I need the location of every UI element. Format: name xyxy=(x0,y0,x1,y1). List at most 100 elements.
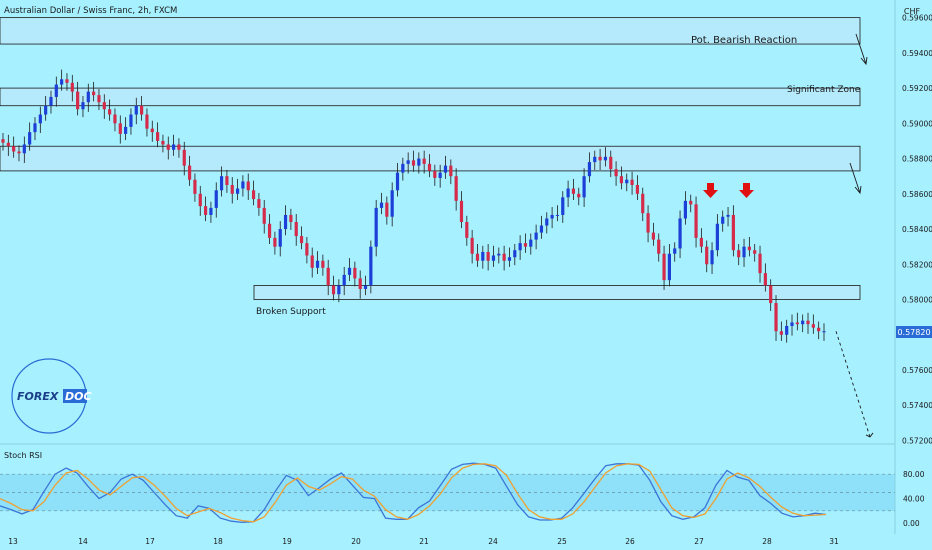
candle-body xyxy=(267,223,272,238)
price-tick-label: 0.58800 xyxy=(902,155,932,164)
candle-body xyxy=(502,253,506,261)
candle-body xyxy=(598,156,602,161)
candle-body xyxy=(507,257,512,261)
candle-body xyxy=(657,239,661,254)
candle-body xyxy=(246,181,250,191)
candle-body xyxy=(251,190,256,200)
candle-body xyxy=(12,146,16,152)
significant-zone-label: Significant Zone xyxy=(787,85,861,95)
candle-body xyxy=(475,253,480,261)
candle-body xyxy=(171,144,176,150)
candle-body xyxy=(427,163,432,171)
candle-body xyxy=(294,222,298,237)
candle-body xyxy=(86,91,90,103)
arrow-top xyxy=(855,33,868,66)
time-tick-label: 17 xyxy=(145,537,155,546)
candle-body xyxy=(395,172,400,191)
time-tick-label: 24 xyxy=(488,537,498,546)
candle-body xyxy=(774,303,778,332)
candle-body xyxy=(566,188,570,198)
significant-zone xyxy=(0,87,861,107)
candle-body xyxy=(641,193,645,214)
candle-body xyxy=(481,251,485,261)
candle-body xyxy=(353,267,357,279)
candle-body xyxy=(374,207,378,247)
candle-body xyxy=(625,179,629,184)
candle-body xyxy=(1,139,5,143)
price-tick-label: 0.57600 xyxy=(902,366,932,375)
time-tick-label: 27 xyxy=(694,537,704,546)
candle-body xyxy=(262,207,266,224)
candle-body xyxy=(806,320,810,325)
candle-body xyxy=(603,156,608,161)
time-tick-label: 31 xyxy=(829,537,839,546)
candle-body xyxy=(22,144,26,154)
candle-body xyxy=(124,126,128,134)
candle-body xyxy=(470,237,474,254)
price-tick-label: 0.59600 xyxy=(902,14,932,23)
candle-body xyxy=(545,218,549,226)
time-tick-label: 21 xyxy=(419,537,429,546)
candle-body xyxy=(273,237,277,247)
candle-body xyxy=(411,160,416,166)
candle-body xyxy=(694,204,698,238)
rsi-axis: 80.00 40.00 0.00 xyxy=(903,470,925,528)
candle-body xyxy=(150,128,154,133)
candle-body xyxy=(715,223,719,251)
candle-body xyxy=(33,123,37,133)
candle-body xyxy=(667,253,671,281)
candle-body xyxy=(561,197,565,215)
candle-body xyxy=(390,190,394,217)
candle-body xyxy=(241,181,245,189)
candle-body xyxy=(166,144,170,150)
candle-body xyxy=(465,222,469,238)
time-tick-label: 13 xyxy=(8,537,18,546)
candle-body xyxy=(337,285,341,295)
candle-body xyxy=(651,232,656,240)
candle-body xyxy=(118,123,122,134)
candle-body xyxy=(683,200,687,219)
candle-body xyxy=(449,165,453,177)
rsi-tick-label: 80.00 xyxy=(903,470,925,479)
time-tick-label: 14 xyxy=(78,537,88,546)
red-arrow-markers xyxy=(703,183,754,198)
rsi-d-line xyxy=(0,463,827,523)
candle-body xyxy=(209,207,213,215)
rsi-levels xyxy=(0,473,895,512)
candle-body xyxy=(678,218,682,249)
chart-title: Australian Dollar / Swiss Franc, 2h, FXC… xyxy=(4,6,177,16)
candle-body xyxy=(582,176,586,198)
candle-body xyxy=(795,322,799,325)
candle-body xyxy=(81,102,85,110)
candle-body xyxy=(102,102,106,110)
candle-body xyxy=(619,176,624,184)
broken-support-zone xyxy=(253,285,861,300)
candle-body xyxy=(609,156,613,170)
candle-body xyxy=(49,96,53,106)
candle-body xyxy=(811,324,815,328)
candle-body xyxy=(76,91,80,110)
rsi-title[interactable]: Stoch RSI xyxy=(4,451,42,460)
candle-body xyxy=(646,213,650,233)
price-tick-label: 0.59400 xyxy=(902,49,932,58)
currency-label[interactable]: CHF xyxy=(904,7,921,16)
candle-body xyxy=(193,179,197,194)
candle-body xyxy=(534,232,538,240)
candle-body xyxy=(779,331,783,335)
candle-body xyxy=(769,285,773,304)
price-tick-label: 0.58600 xyxy=(902,190,932,199)
candle-body xyxy=(513,250,517,258)
candle-body xyxy=(689,200,693,205)
candle-body xyxy=(459,200,464,222)
candle-body xyxy=(593,156,597,163)
candle-body xyxy=(785,325,789,335)
candle-body xyxy=(406,160,410,164)
candle-body xyxy=(731,214,735,251)
candle-body xyxy=(587,162,592,177)
rsi-tick-label: 0.00 xyxy=(903,519,920,528)
candle-body xyxy=(38,114,42,124)
candle-body xyxy=(44,105,48,115)
candle-body xyxy=(817,327,821,332)
candle-body xyxy=(523,243,528,247)
